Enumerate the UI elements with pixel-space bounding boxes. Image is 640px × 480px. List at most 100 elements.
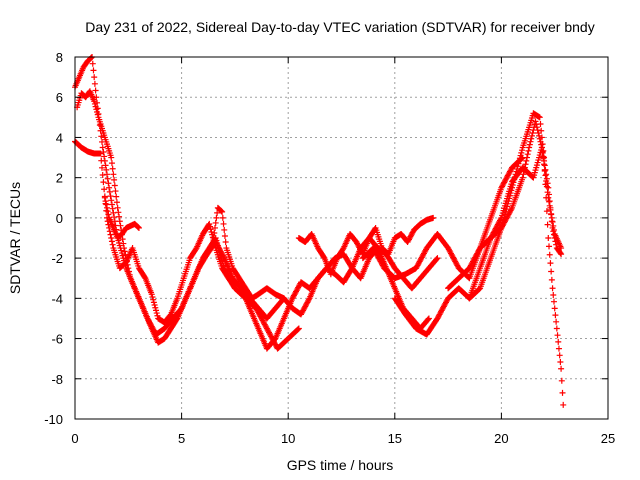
data-point: [425, 315, 432, 322]
data-point: [218, 208, 225, 215]
data-point: [106, 184, 113, 191]
data-point: [117, 222, 124, 229]
x-tick-label: 5: [178, 431, 185, 446]
data-point: [548, 268, 555, 275]
data-point: [552, 238, 559, 245]
series-sat-d: [101, 194, 142, 241]
data-point: [210, 235, 217, 241]
data-point: [125, 265, 132, 272]
data-point: [211, 239, 218, 246]
data-point: [94, 111, 101, 118]
x-tick-label: 15: [388, 431, 402, 446]
data-point: [113, 199, 120, 206]
data-point: [148, 291, 155, 298]
data-point: [508, 206, 515, 213]
data-point: [109, 241, 116, 248]
data-point: [526, 144, 533, 151]
data-point: [558, 365, 565, 372]
data-point: [111, 176, 118, 183]
data-point: [109, 165, 116, 172]
y-tick-label: 6: [56, 90, 63, 105]
data-point: [154, 312, 161, 319]
data-point: [94, 108, 101, 115]
data-point: [111, 182, 118, 189]
data-point: [98, 133, 105, 140]
data-point: [92, 87, 99, 94]
data-point: [207, 226, 214, 233]
data-point: [540, 153, 547, 160]
data-point: [91, 100, 98, 107]
data-point: [537, 138, 544, 145]
data-point: [149, 293, 156, 300]
data-point: [536, 114, 543, 121]
data-point: [545, 184, 552, 191]
data-point: [88, 54, 95, 61]
data-point: [535, 129, 542, 136]
data-point: [519, 147, 526, 154]
data-point: [548, 276, 555, 283]
data-point: [559, 389, 566, 396]
data-point: [90, 67, 97, 74]
data-point: [552, 312, 559, 319]
data-point: [523, 157, 530, 164]
data-point: [546, 243, 553, 250]
data-point: [549, 285, 556, 292]
data-point: [103, 204, 110, 211]
data-point: [528, 135, 535, 142]
data-point: [209, 234, 216, 241]
data-point: [541, 162, 548, 169]
y-axis-label: SDTVAR / TECUs: [7, 182, 23, 294]
data-point: [558, 251, 565, 258]
data-point: [543, 208, 550, 215]
x-tick-label: 20: [494, 431, 508, 446]
y-tick-label: 2: [56, 171, 63, 186]
data-point: [515, 160, 522, 167]
data-point: [213, 214, 220, 221]
y-tick-label: 4: [56, 130, 63, 145]
data-point: [121, 245, 128, 252]
data-points: [72, 54, 567, 408]
data-point: [430, 214, 437, 221]
data-point: [542, 172, 549, 179]
data-point: [93, 106, 100, 113]
data-point: [99, 164, 106, 171]
data-point: [108, 197, 115, 204]
data-point: [295, 326, 302, 333]
data-point: [557, 250, 564, 257]
data-point: [104, 208, 111, 215]
data-point: [553, 318, 560, 325]
data-point: [150, 296, 157, 303]
y-tick-label: -10: [44, 412, 63, 427]
data-point: [108, 235, 115, 241]
data-point: [547, 260, 554, 267]
grid-lines: [75, 57, 608, 419]
data-point: [110, 171, 117, 178]
data-point: [542, 166, 549, 173]
data-point: [91, 74, 98, 81]
data-point: [219, 214, 226, 221]
data-point: [89, 60, 96, 67]
data-point: [546, 198, 553, 205]
y-tick-label: 0: [56, 211, 63, 226]
data-point: [550, 298, 557, 305]
data-point: [101, 153, 108, 160]
y-tick-label: -2: [51, 251, 63, 266]
data-point: [550, 231, 557, 238]
data-point: [113, 193, 120, 200]
data-point: [554, 332, 561, 339]
data-point: [544, 180, 551, 187]
data-point: [434, 255, 441, 262]
data-point: [556, 352, 563, 359]
plot-area-border: [74, 56, 609, 420]
data-point: [220, 220, 227, 227]
data-point: [100, 179, 107, 186]
axis-ticks: 0 5 10 15 20 25 -10 -8 -6 -4 -2 0 2 4 6 8: [44, 50, 615, 446]
data-point: [99, 144, 106, 151]
data-point: [541, 157, 548, 164]
data-point: [560, 401, 567, 408]
data-point: [558, 377, 565, 384]
data-point: [98, 157, 105, 164]
data-point: [108, 154, 115, 161]
data-point: [553, 241, 560, 248]
